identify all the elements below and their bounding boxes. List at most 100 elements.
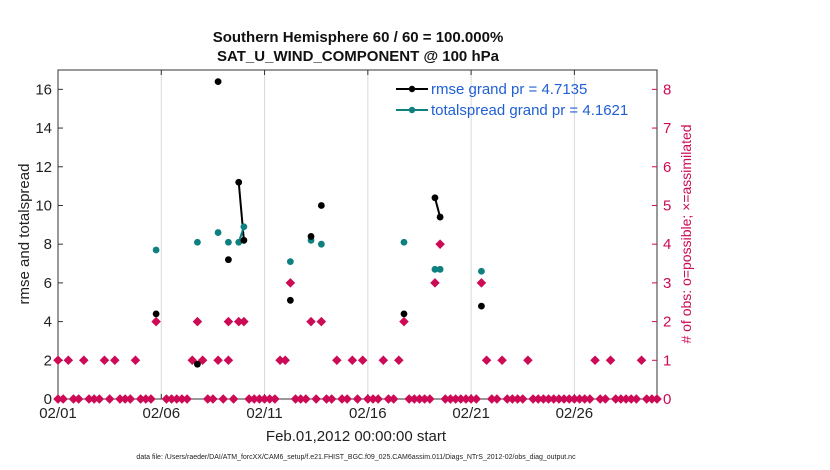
obs-count-point <box>53 355 63 366</box>
obs-count-point <box>590 355 600 366</box>
rmse-point <box>400 310 408 318</box>
y-axis-left-label: rmse and totalspread <box>16 164 33 305</box>
obs-count-point <box>523 355 533 366</box>
totalspread-point <box>152 246 160 254</box>
x-tick-label: 02/16 <box>349 405 387 422</box>
obs-count-point <box>270 394 280 404</box>
chart-title-line2: SAT_U_WIND_COMPONENT @ 100 hPa <box>217 48 500 65</box>
rmse-point <box>317 202 325 209</box>
totalspread-point <box>214 229 222 236</box>
obs-count-point <box>471 394 482 404</box>
obs-count-point <box>435 239 445 249</box>
obs-count-point <box>332 355 342 366</box>
obs-count-point <box>110 355 120 366</box>
totalspread-point <box>317 240 325 248</box>
obs-count-point <box>218 394 229 404</box>
y-tick-label-right: 0 <box>663 391 671 408</box>
legend-totalspread-label: totalspread grand pr = 4.1621 <box>431 102 628 119</box>
obs-count-point <box>104 394 115 404</box>
rmse-point <box>307 233 315 240</box>
obs-count-point <box>357 355 368 366</box>
totalspread-point <box>235 238 243 246</box>
rmse-point <box>478 302 485 310</box>
rmse-series <box>152 78 485 368</box>
obs-count-point <box>399 316 409 327</box>
y-tick-label-left: 16 <box>35 81 52 98</box>
obs-count-point <box>600 394 611 404</box>
obs-count-point <box>182 394 192 404</box>
totalspread-series <box>152 223 485 275</box>
obs-count-point <box>130 355 141 366</box>
totalspread-point <box>478 267 485 275</box>
y-axis-right: 0 1 2 3 4 5 6 7 8 <box>652 81 671 408</box>
obs-count-point <box>73 394 84 404</box>
obs-count-point <box>517 394 528 404</box>
obs-count-point <box>605 355 616 366</box>
obs-count-point <box>394 355 404 366</box>
obs-count-point <box>223 316 234 327</box>
obs-count-point <box>326 394 337 404</box>
obs-count-point <box>352 394 363 404</box>
obs-count-point <box>192 316 203 327</box>
y-tick-label-right: 8 <box>663 81 671 98</box>
y-tick-label-left: 0 <box>44 391 52 408</box>
obs-count-point <box>228 394 239 404</box>
y-axis-left: 0 2 4 6 8 10 12 14 16 <box>35 81 63 408</box>
plot-area-frame <box>57 69 658 400</box>
obs-count-point <box>631 394 642 404</box>
totalspread-point <box>286 258 294 265</box>
rmse-point <box>436 213 444 221</box>
y-tick-label-left: 8 <box>44 236 52 253</box>
obs-count-point <box>285 278 296 288</box>
totalspread-point <box>431 265 439 273</box>
y-axis-right-label: # of obs: o=possible; ×=assimilated <box>678 124 694 343</box>
totalspread-point <box>194 238 201 246</box>
obs-count-point <box>316 316 327 327</box>
obs-count-point <box>151 316 161 327</box>
legend-rmse-marker <box>408 85 416 93</box>
obs-count-point <box>378 355 389 366</box>
obs-count-point <box>373 394 383 404</box>
obs-count-point <box>476 278 487 288</box>
obs-count-point <box>94 394 105 404</box>
obs-count-point <box>306 316 316 327</box>
totalspread-point <box>400 238 408 246</box>
obs-count-point <box>388 394 399 404</box>
obs-count-point <box>79 355 89 366</box>
y-tick-label-right: 4 <box>663 236 671 253</box>
rmse-point <box>286 296 294 304</box>
obs-count-point <box>63 355 74 366</box>
legend-totalspread-marker <box>408 106 416 114</box>
y-tick-label-left: 2 <box>44 352 52 369</box>
rmse-point <box>152 310 160 318</box>
y-tick-label-left: 6 <box>44 275 52 292</box>
y-tick-label-left: 14 <box>35 120 52 137</box>
y-tick-label-right: 1 <box>663 352 671 369</box>
obs-count-point <box>239 316 249 327</box>
obs-count-point <box>301 394 311 404</box>
rmse-point <box>194 360 201 368</box>
x-tick-label: 02/26 <box>556 405 594 422</box>
obs-count-point <box>213 355 223 366</box>
obs-count-point <box>497 355 507 366</box>
x-axis: 02/01 02/06 02/11 02/16 02/21 02/26 <box>39 70 593 422</box>
rmse-point <box>431 194 439 202</box>
rmse-point <box>214 78 222 86</box>
x-tick-label: 02/01 <box>39 405 77 422</box>
y-tick-label-left: 4 <box>44 314 52 331</box>
y-tick-label-left: 10 <box>35 197 52 214</box>
obs-count-point <box>187 355 198 366</box>
y-tick-label-right: 2 <box>663 314 671 331</box>
rmse-point <box>225 256 232 264</box>
totalspread-point <box>225 238 232 246</box>
obs-count-point <box>652 394 662 404</box>
x-tick-label: 02/11 <box>246 405 282 422</box>
obs-count-point <box>280 355 290 366</box>
obs-count-point <box>481 355 492 366</box>
totalspread-point <box>436 265 444 273</box>
y-tick-label-right: 7 <box>663 120 671 137</box>
obs-count-series <box>53 239 662 404</box>
obs-count-point <box>208 394 218 404</box>
obs-count-point <box>585 394 595 404</box>
